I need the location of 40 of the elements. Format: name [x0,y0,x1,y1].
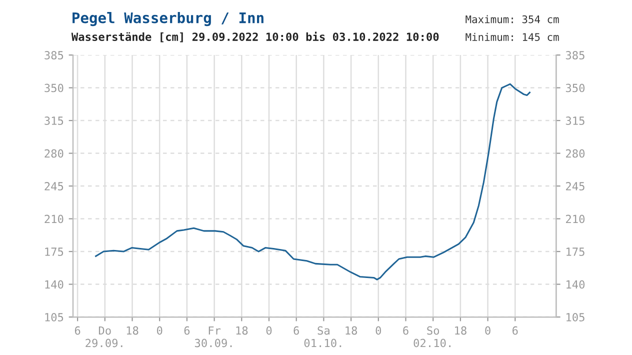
x-tick-label: 6 [403,326,408,335]
x-tick-label: 18 [346,326,358,335]
x-tick-label: 6 [184,326,190,335]
x-tick-label: 6 [74,326,80,335]
x-tick-label: 18 [455,326,466,335]
y-tick-label: 385 [44,51,64,60]
x-tick-label: 0 [485,326,490,335]
y-tick-label: 210 [44,214,64,224]
y2-tick-label: 105 [566,313,584,322]
y2-tick-label: 210 [566,214,585,224]
y-tick-label: 140 [45,280,64,289]
chart-subtitle: Wasserstände [cm] 29.09.2022 10:00 bis 03.10.2022 10:00 [71,32,439,42]
y2-tick-label: 315 [566,116,584,125]
x-tick-label: 18 [126,326,138,335]
text: Maximum: 354 cm [466,15,559,24]
x-tick-label: Sa 01.10. [304,326,342,348]
y-tick-label: 315 [44,116,64,125]
y2-tick-label: 280 [566,149,585,158]
x-tick-label: Do 29.09. [86,326,122,348]
x-tick-label: 6 [512,326,518,335]
x-tick-label: 0 [266,326,272,335]
y2-tick-label: 140 [566,280,585,289]
line-series [95,83,530,280]
x-tick-label: 18 [236,326,248,335]
x-tick-label: 0 [156,326,162,335]
y2-tick-label: 175 [566,248,584,256]
x-tick-label: So 02.10. [414,326,450,348]
text: Minimum: 145 cm [466,32,559,41]
x-tick-label: 0 [376,326,382,335]
y-tick-label: 245 [44,182,64,190]
y2-tick-label: 245 [566,182,584,190]
chart-title: Pegel Wasserburg / Inn [72,12,264,26]
y-tick-label: 175 [45,248,64,256]
y2-tick-label: 385 [566,51,584,60]
y-tick-label: 350 [44,84,64,92]
x-tick-label: 6 [294,326,299,335]
x-tick-label: Fr 30.09. [194,326,232,348]
y2-tick-label: 350 [566,84,585,92]
y-tick-label: 280 [44,149,64,158]
y-tick-label: 105 [45,313,64,322]
